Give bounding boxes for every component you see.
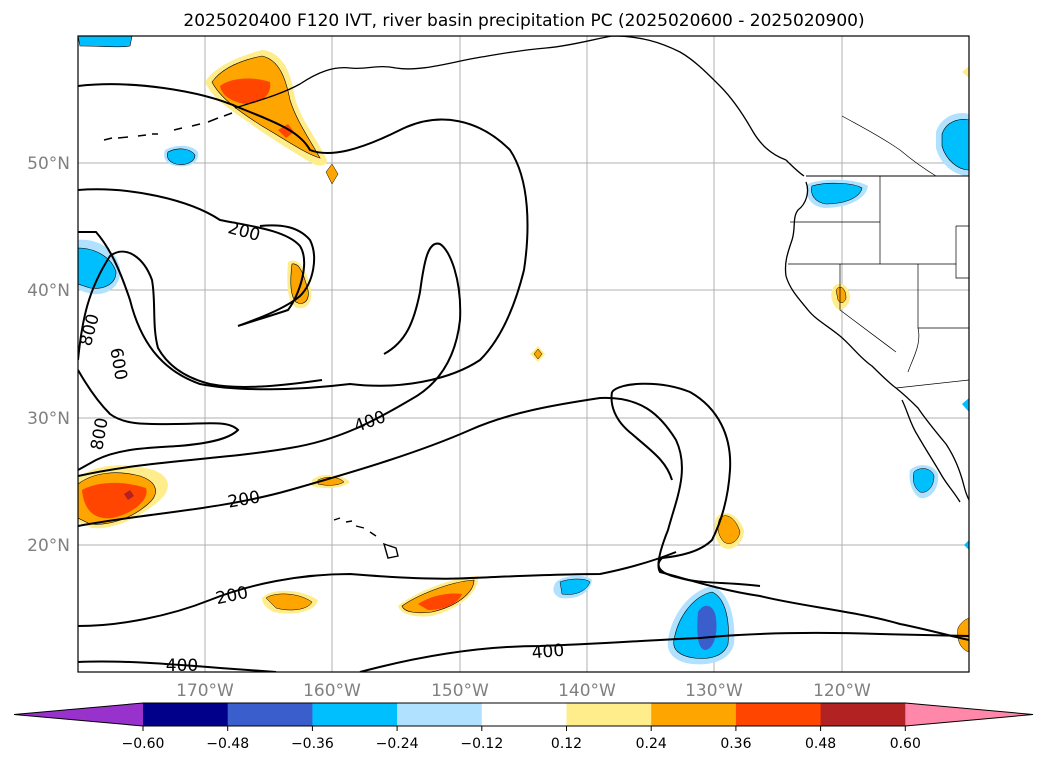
lon-label-130w: 130°W <box>685 681 743 701</box>
lon-label-140w: 140°W <box>558 681 616 701</box>
latitude-labels: 50°N 40°N 30°N 20°N <box>27 154 70 556</box>
colorbar-segment <box>397 703 483 726</box>
colorbar-tick-label: 0.12 <box>551 736 582 752</box>
ivt-contour-600 <box>78 250 323 388</box>
colorbar-tick-label: −0.60 <box>122 736 165 752</box>
ivt-contour-800 <box>78 369 240 471</box>
precip-small-edge-20n <box>964 540 969 550</box>
hawaiian-islands <box>333 517 399 559</box>
colorbar-segment <box>566 703 652 726</box>
map-background <box>78 36 969 672</box>
precip-fill-regions <box>78 36 969 665</box>
precip-negative-ne-corner-core <box>941 119 969 171</box>
colorbar-segment <box>735 703 822 726</box>
colorbar-tick-label: −0.12 <box>460 736 503 752</box>
colorbar-tick-label: 0.36 <box>720 736 751 752</box>
lon-label-120w: 120°W <box>813 681 871 701</box>
lat-label-50n: 50°N <box>27 154 70 174</box>
coastline-bc <box>784 159 969 501</box>
ivt-contour-200-swirl <box>78 188 316 327</box>
colorbar-segment <box>143 703 229 726</box>
precip-negative-pacnw-core <box>811 182 863 205</box>
colorbar-segment <box>651 703 737 726</box>
colorbar-extend-high <box>905 703 1033 726</box>
colorbar-tick-label: 0.60 <box>890 736 921 752</box>
colorbar-segment <box>820 703 906 726</box>
contour-label: 400 <box>531 641 565 664</box>
ivt-contour-200-south <box>78 396 969 641</box>
colorbar-segment <box>312 703 398 726</box>
precip-small-edge-58n <box>962 66 969 78</box>
colorbar: −0.60 −0.48 −0.36 −0.24 −0.12 0.12 0.24 0.36 0.4… <box>13 702 1034 752</box>
precip-negative-topleft <box>78 36 133 48</box>
colorbar-segment <box>481 703 567 726</box>
colorbar-tick-label: −0.36 <box>291 736 334 752</box>
precip-gulf-alaska-max <box>220 78 271 104</box>
coastlines <box>103 36 969 559</box>
lon-label-160w: 160°W <box>303 681 361 701</box>
precip-negative-aleutian-core <box>167 148 196 165</box>
aleutian-islands <box>103 112 233 141</box>
precip-small-edge-30n <box>962 398 969 412</box>
coastline-baja <box>901 399 961 503</box>
precip-negative-16n-core <box>559 578 591 595</box>
colorbar-tick-label: 0.24 <box>636 736 667 752</box>
lat-label-20n: 20°N <box>27 536 70 556</box>
map-border <box>77 35 970 673</box>
ivt-contour-200-lower <box>78 551 677 627</box>
precip-16n-central-max <box>418 593 462 610</box>
precip-gulf-small-2 <box>325 163 339 185</box>
precip-subtropical-west-peak <box>124 490 134 500</box>
ivt-contour-400-mid <box>78 242 462 477</box>
ivt-contour-400-south <box>78 631 969 672</box>
state-borders <box>788 176 969 389</box>
lat-label-40n: 40°N <box>27 281 70 301</box>
lat-label-30n: 30°N <box>27 409 70 429</box>
contour-label: 400 <box>166 656 198 676</box>
precip-positive-midpac-north-core <box>290 263 309 304</box>
precip-negative-baja-core <box>913 468 935 493</box>
lon-label-150w: 150°W <box>431 681 489 701</box>
lon-label-170w: 170°W <box>176 681 234 701</box>
precip-gulf-small-1 <box>278 124 294 138</box>
colorbar-tick-label: 0.48 <box>805 736 836 752</box>
figure-title: 2025020400 F120 IVT, river basin precipi… <box>183 11 864 31</box>
longitude-labels: 170°W 160°W 150°W 140°W 130°W 120°W <box>176 681 871 701</box>
coastline-alaska <box>234 36 787 161</box>
ivt-contour-200-north <box>78 83 529 391</box>
colorbar-tick-label: −0.24 <box>376 736 419 752</box>
ivt-contours <box>78 83 969 672</box>
colorbar-extend-low <box>14 703 143 726</box>
canada-interior <box>841 115 937 177</box>
gridlines <box>78 36 969 672</box>
colorbar-segment <box>227 703 313 726</box>
precip-14n-max <box>697 605 717 650</box>
precip-positive-21n-east-core <box>717 515 741 544</box>
colorbar-tick-label: −0.48 <box>206 736 249 752</box>
ivt-contour-400-subtropical-loop <box>611 382 761 587</box>
precip-positive-16n-west-core <box>265 593 313 611</box>
precip-small-orange-35n <box>533 348 543 360</box>
ivt-contour-200-east <box>610 391 673 481</box>
